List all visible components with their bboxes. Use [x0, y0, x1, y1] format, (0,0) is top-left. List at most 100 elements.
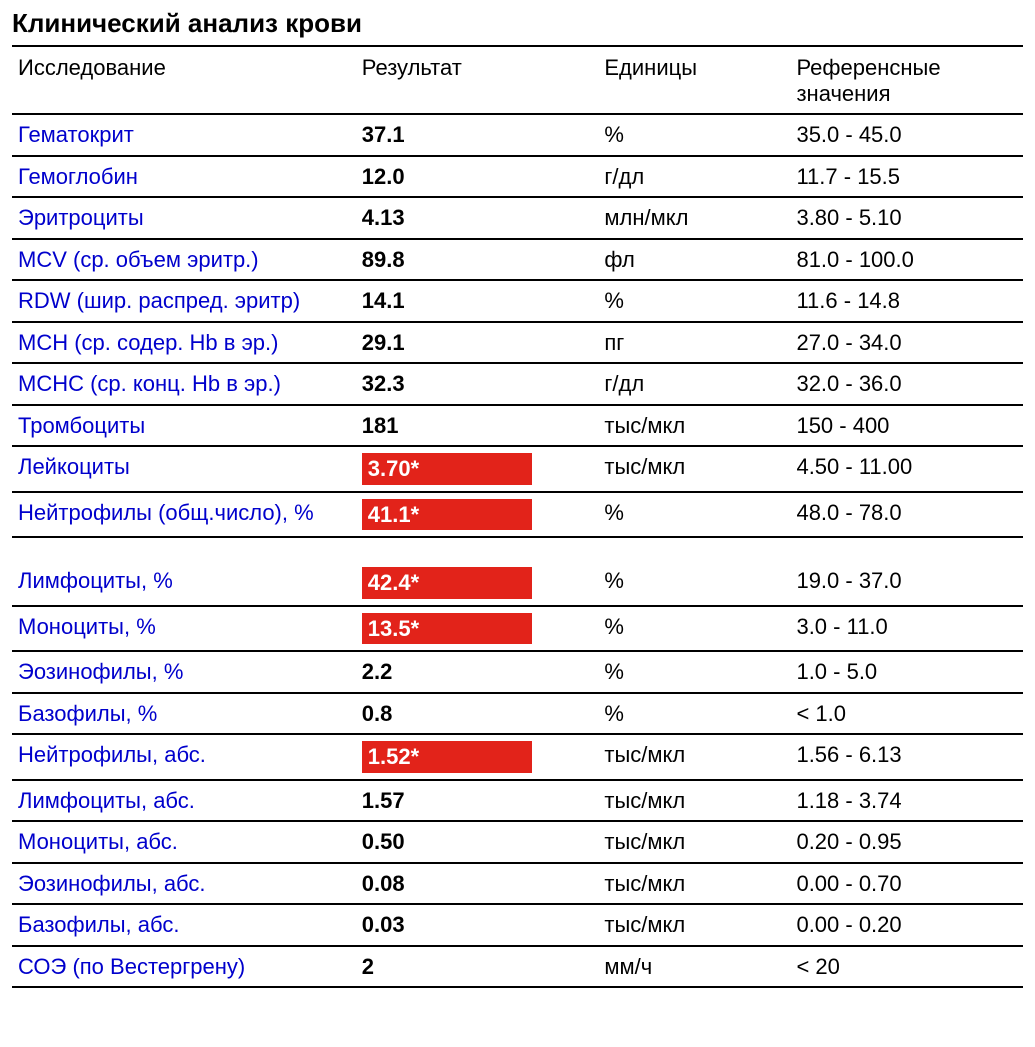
- result-value: 2: [362, 954, 374, 979]
- units-cell: %: [598, 280, 790, 322]
- units-cell: %: [598, 114, 790, 156]
- result-flagged: 1.52*: [362, 741, 532, 773]
- result-flagged: 42.4*: [362, 567, 532, 599]
- units-cell: %: [598, 651, 790, 693]
- table-row: MCH (ср. содер. Hb в эр.)29.1пг27.0 - 34…: [12, 322, 1023, 364]
- result-flagged: 3.70*: [362, 453, 532, 485]
- test-name-cell: RDW (шир. распред. эритр): [12, 280, 356, 322]
- result-cell: 2.2: [356, 651, 599, 693]
- ref-cell: 32.0 - 36.0: [790, 363, 1023, 405]
- table-row: Эозинофилы, абс.0.08тыс/мкл0.00 - 0.70: [12, 863, 1023, 905]
- result-value: 0.08: [362, 871, 405, 896]
- ref-cell: 0.20 - 0.95: [790, 821, 1023, 863]
- units-cell: пг: [598, 322, 790, 364]
- units-cell: тыс/мкл: [598, 734, 790, 780]
- table-row: Моноциты, %13.5*%3.0 - 11.0: [12, 606, 1023, 652]
- result-cell: 14.1: [356, 280, 599, 322]
- result-value: 1.57: [362, 788, 405, 813]
- result-cell: 29.1: [356, 322, 599, 364]
- result-value: 0.8: [362, 701, 393, 726]
- ref-cell: < 20: [790, 946, 1023, 988]
- report-title: Клинический анализ крови: [12, 8, 1023, 39]
- table-row: Тромбоциты181тыс/мкл150 - 400: [12, 405, 1023, 447]
- result-cell: 12.0: [356, 156, 599, 198]
- ref-cell: 27.0 - 34.0: [790, 322, 1023, 364]
- table-row: Гемоглобин12.0 г/дл11.7 - 15.5: [12, 156, 1023, 198]
- units-cell: г/дл: [598, 156, 790, 198]
- table-row: Базофилы, абс.0.03тыс/мкл0.00 - 0.20: [12, 904, 1023, 946]
- col-header-units: Единицы: [598, 46, 790, 114]
- units-cell: %: [598, 561, 790, 606]
- test-name-cell: Лимфоциты, %: [12, 561, 356, 606]
- result-cell: 42.4*: [356, 561, 599, 606]
- result-cell: 13.5*: [356, 606, 599, 652]
- test-name-cell: Базофилы, %: [12, 693, 356, 735]
- test-name-cell: Лимфоциты, абс.: [12, 780, 356, 822]
- result-cell: 0.50: [356, 821, 599, 863]
- test-name-cell: Лейкоциты: [12, 446, 356, 492]
- result-cell: 32.3: [356, 363, 599, 405]
- blood-test-table: Исследование Результат Единицы Референсн…: [12, 45, 1023, 988]
- result-flagged: 13.5*: [362, 613, 532, 645]
- ref-cell: 150 - 400: [790, 405, 1023, 447]
- result-value: 2.2: [362, 659, 393, 684]
- units-cell: мм/ч: [598, 946, 790, 988]
- table-header-row: Исследование Результат Единицы Референсн…: [12, 46, 1023, 114]
- units-cell: млн/мкл: [598, 197, 790, 239]
- table-row: Моноциты, абс.0.50тыс/мкл0.20 - 0.95: [12, 821, 1023, 863]
- test-name-cell: Гемоглобин: [12, 156, 356, 198]
- result-value: 12.0: [362, 164, 405, 189]
- result-cell: 1.57: [356, 780, 599, 822]
- table-row: RDW (шир. распред. эритр)14.1%11.6 - 14.…: [12, 280, 1023, 322]
- col-header-result: Результат: [356, 46, 599, 114]
- test-name-cell: Моноциты, %: [12, 606, 356, 652]
- result-cell: 0.08: [356, 863, 599, 905]
- result-cell: 181: [356, 405, 599, 447]
- ref-cell: 1.18 - 3.74: [790, 780, 1023, 822]
- col-header-ref: Референсные значения: [790, 46, 1023, 114]
- table-row: Эритроциты4.13млн/мкл3.80 - 5.10: [12, 197, 1023, 239]
- test-name-cell: Базофилы, абс.: [12, 904, 356, 946]
- table-row: Базофилы, %0.8%< 1.0: [12, 693, 1023, 735]
- units-cell: %: [598, 606, 790, 652]
- test-name-cell: Моноциты, абс.: [12, 821, 356, 863]
- table-body: Гематокрит37.1%35.0 - 45.0Гемоглобин12.0…: [12, 114, 1023, 987]
- units-cell: тыс/мкл: [598, 405, 790, 447]
- table-row: MCV (ср. объем эритр.)89.8фл81.0 - 100.0: [12, 239, 1023, 281]
- table-row: Эозинофилы, %2.2%1.0 - 5.0: [12, 651, 1023, 693]
- units-cell: тыс/мкл: [598, 904, 790, 946]
- ref-cell: 11.6 - 14.8: [790, 280, 1023, 322]
- result-cell: 89.8: [356, 239, 599, 281]
- result-value: 4.13: [362, 205, 405, 230]
- table-gap-row: [12, 537, 1023, 561]
- ref-cell: 3.0 - 11.0: [790, 606, 1023, 652]
- result-cell: 4.13: [356, 197, 599, 239]
- units-cell: тыс/мкл: [598, 780, 790, 822]
- ref-cell: 1.0 - 5.0: [790, 651, 1023, 693]
- table-row: Лейкоциты3.70*тыс/мкл4.50 - 11.00: [12, 446, 1023, 492]
- result-flagged: 41.1*: [362, 499, 532, 531]
- result-cell: 41.1*: [356, 492, 599, 538]
- ref-cell: 48.0 - 78.0: [790, 492, 1023, 538]
- table-row: Гематокрит37.1%35.0 - 45.0: [12, 114, 1023, 156]
- result-value: 37.1: [362, 122, 405, 147]
- result-value: 89.8: [362, 247, 405, 272]
- table-row: MCHC (ср. конц. Hb в эр.)32.3г/дл32.0 - …: [12, 363, 1023, 405]
- result-cell: 0.8: [356, 693, 599, 735]
- test-name-cell: Тромбоциты: [12, 405, 356, 447]
- table-row: Нейтрофилы (общ.число), %41.1*%48.0 - 78…: [12, 492, 1023, 538]
- table-row: Нейтрофилы, абс.1.52*тыс/мкл1.56 - 6.13: [12, 734, 1023, 780]
- units-cell: тыс/мкл: [598, 446, 790, 492]
- units-cell: %: [598, 693, 790, 735]
- test-name-cell: MCHC (ср. конц. Hb в эр.): [12, 363, 356, 405]
- ref-cell: 1.56 - 6.13: [790, 734, 1023, 780]
- units-cell: фл: [598, 239, 790, 281]
- ref-cell: 11.7 - 15.5: [790, 156, 1023, 198]
- table-row: Лимфоциты, абс.1.57 тыс/мкл1.18 - 3.74: [12, 780, 1023, 822]
- result-value: 29.1: [362, 330, 405, 355]
- result-cell: 0.03: [356, 904, 599, 946]
- ref-cell: < 1.0: [790, 693, 1023, 735]
- test-name-cell: Эритроциты: [12, 197, 356, 239]
- result-value: 14.1: [362, 288, 405, 313]
- test-name-cell: Гематокрит: [12, 114, 356, 156]
